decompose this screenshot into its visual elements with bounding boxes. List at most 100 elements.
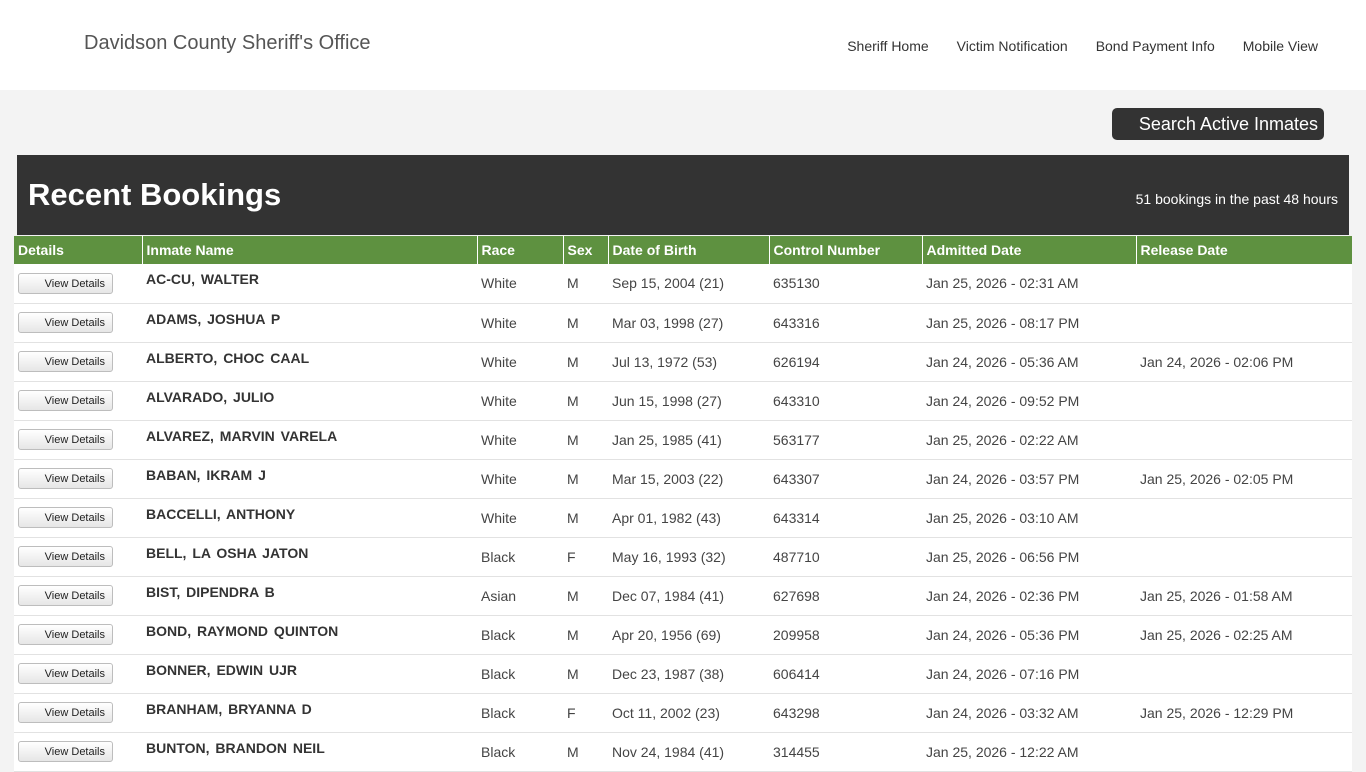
dob-cell: Dec 23, 1987 (38) — [612, 665, 725, 682]
race-cell: Black — [481, 548, 516, 565]
dob-cell: Oct 11, 2002 (23) — [612, 704, 720, 721]
site-title[interactable]: Davidson County Sheriff's Office — [84, 32, 371, 54]
nav-sheriff-home[interactable]: Sheriff Home — [847, 38, 929, 54]
view-details-button[interactable]: View Details — [18, 624, 113, 645]
inmate-name[interactable]: ALVARADO, JULIO — [146, 388, 275, 405]
admitted-date-cell: Jan 25, 2026 - 12:22 AM — [926, 743, 1079, 760]
inmate-name[interactable]: BUNTON, BRANDON NEIL — [146, 739, 325, 756]
top-nav: Sheriff Home Victim Notification Bond Pa… — [847, 38, 1318, 54]
admitted-date-cell: Jan 25, 2026 - 02:22 AM — [926, 431, 1079, 448]
panel-title: Recent Bookings — [28, 177, 282, 212]
inmate-name[interactable]: ALVAREZ, MARVIN VARELA — [146, 427, 338, 444]
dob-cell: Nov 24, 1984 (41) — [612, 743, 725, 760]
sex-cell: M — [567, 509, 579, 526]
details-cell: View Details — [14, 654, 142, 693]
col-release-date: Release Date — [1136, 236, 1352, 264]
race-cell: White — [481, 470, 517, 487]
table-row: View Details BELL, LA OSHA JATON Black F May… — [14, 537, 1352, 576]
search-active-inmates-button[interactable]: Search Active Inmates — [1112, 108, 1324, 140]
view-details-button[interactable]: View Details — [18, 741, 113, 762]
dob-cell: Sep 15, 2004 (21) — [612, 275, 725, 292]
release-date-cell — [1136, 420, 1352, 459]
control-number-cell: 626194 — [773, 353, 820, 370]
sex-cell: M — [567, 275, 579, 292]
release-date-cell — [1136, 498, 1352, 537]
admitted-date-cell: Jan 24, 2026 - 02:36 PM — [926, 587, 1080, 604]
release-date-cell — [1136, 537, 1352, 576]
inmate-name[interactable]: BACCELLI, ANTHONY — [146, 505, 296, 522]
race-cell: White — [481, 392, 517, 409]
col-race: Race — [477, 236, 564, 264]
sex-cell: F — [567, 548, 576, 565]
admitted-date-cell: Jan 25, 2026 - 06:56 PM — [926, 548, 1080, 565]
col-date-of-birth: Date of Birth — [608, 236, 770, 264]
details-cell: View Details — [14, 693, 142, 732]
sex-cell: M — [567, 626, 579, 643]
details-cell: View Details — [14, 459, 142, 498]
admitted-date-cell: Jan 25, 2026 - 02:31 AM — [926, 275, 1079, 292]
details-cell: View Details — [14, 615, 142, 654]
details-cell: View Details — [14, 537, 142, 576]
inmate-name[interactable]: BELL, LA OSHA JATON — [146, 544, 309, 561]
view-details-button[interactable]: View Details — [18, 663, 113, 684]
col-control-number: Control Number — [769, 236, 923, 264]
sex-cell: M — [567, 743, 579, 760]
col-sex: Sex — [563, 236, 609, 264]
race-cell: White — [481, 275, 517, 292]
race-cell: Black — [481, 665, 516, 682]
control-number-cell: 643307 — [773, 470, 820, 487]
view-details-button[interactable]: View Details — [18, 390, 113, 411]
table-row: View Details BUNTON, BRANDON NEIL Black M No… — [14, 732, 1352, 771]
view-details-button[interactable]: View Details — [18, 702, 113, 723]
inmate-name[interactable]: BONNER, EDWIN UJR — [146, 661, 298, 678]
dob-cell: Jun 15, 1998 (27) — [612, 392, 722, 409]
table-row: View Details ALBERTO, CHOC CAAL White M Jul … — [14, 342, 1352, 381]
release-date-cell: Jan 25, 2026 - 01:58 AM — [1140, 587, 1293, 604]
col-details: Details — [14, 236, 143, 264]
view-details-button[interactable]: View Details — [18, 585, 113, 606]
view-details-button[interactable]: View Details — [18, 429, 113, 450]
race-cell: White — [481, 353, 517, 370]
race-cell: Black — [481, 704, 516, 721]
release-date-cell — [1136, 303, 1352, 342]
release-date-cell: Jan 24, 2026 - 02:06 PM — [1140, 353, 1294, 370]
table-row: View Details BONNER, EDWIN UJR Black M Dec 2… — [14, 654, 1352, 693]
bookings-table: Details Inmate Name Race Sex Date of Bir… — [14, 236, 1352, 772]
dob-cell: Apr 20, 1956 (69) — [612, 626, 721, 643]
sex-cell: F — [567, 704, 576, 721]
inmate-name[interactable]: ADAMS, JOSHUA P — [146, 310, 281, 327]
inmate-name[interactable]: BOND, RAYMOND QUINTON — [146, 622, 339, 639]
view-details-button[interactable]: View Details — [18, 507, 113, 528]
view-details-button[interactable]: View Details — [18, 312, 113, 333]
table-row: View Details ALVAREZ, MARVIN VARELA White M… — [14, 420, 1352, 459]
inmate-name[interactable]: AC-CU, WALTER — [146, 271, 259, 287]
race-cell: White — [481, 509, 517, 526]
table-row: View Details BRANHAM, BRYANNA D Black F Oct … — [14, 693, 1352, 732]
race-cell: Black — [481, 626, 516, 643]
table-row: View Details ALVARADO, JULIO White M Jun 15,… — [14, 381, 1352, 420]
control-number-cell: 643310 — [773, 392, 820, 409]
release-date-cell: Jan 25, 2026 - 02:25 AM — [1140, 626, 1293, 643]
control-number-cell: 487710 — [773, 548, 820, 565]
details-cell: View Details — [14, 342, 142, 381]
details-cell: View Details — [14, 420, 142, 459]
view-details-button[interactable]: View Details — [18, 468, 113, 489]
control-number-cell: 314455 — [773, 743, 820, 760]
release-date-cell — [1136, 654, 1352, 693]
nav-bond-payment-info[interactable]: Bond Payment Info — [1095, 38, 1215, 54]
control-number-cell: 606414 — [773, 665, 820, 682]
view-details-button[interactable]: View Details — [18, 272, 113, 294]
inmate-name[interactable]: BABAN, IKRAM J — [146, 466, 266, 483]
inmate-name[interactable]: BIST, DIPENDRA B — [146, 583, 275, 600]
nav-victim-notification[interactable]: Victim Notification — [956, 38, 1068, 54]
inmate-name[interactable]: BRANHAM, BRYANNA D — [146, 700, 312, 717]
nav-mobile-view[interactable]: Mobile View — [1242, 38, 1318, 54]
inmate-name[interactable]: ALBERTO, CHOC CAAL — [146, 349, 310, 366]
view-details-button[interactable]: View Details — [18, 351, 113, 372]
details-cell: View Details — [14, 576, 142, 615]
admitted-date-cell: Jan 24, 2026 - 07:16 PM — [926, 665, 1080, 682]
view-details-button[interactable]: View Details — [18, 546, 113, 567]
table-row: View Details AC-CU, WALTER White M Sep 15, 2… — [14, 264, 1352, 303]
table-row: View Details BABAN, IKRAM J White M Mar 15, … — [14, 459, 1352, 498]
admitted-date-cell: Jan 24, 2026 - 09:52 PM — [926, 392, 1080, 409]
